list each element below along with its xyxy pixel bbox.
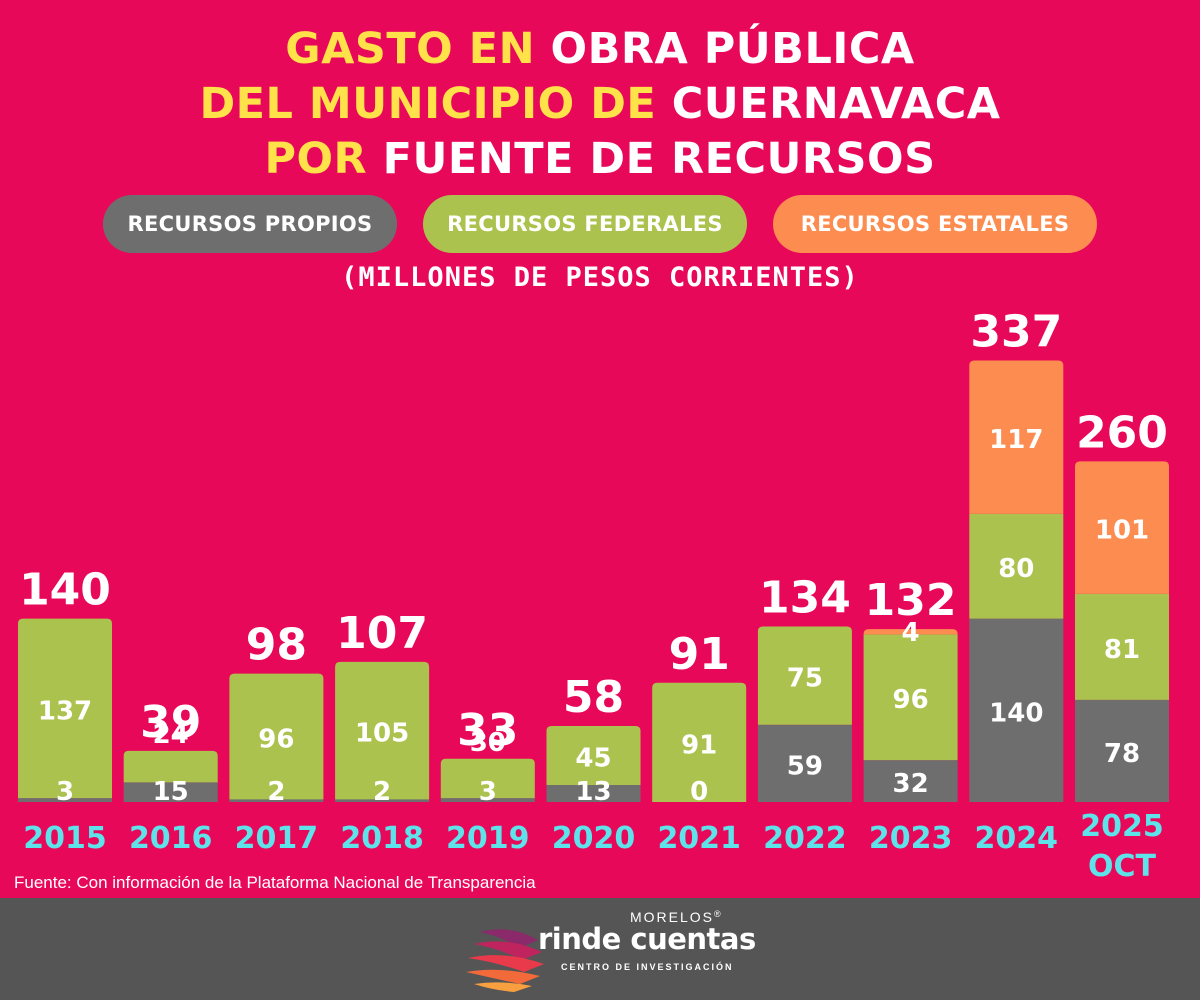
label-estatales-8: 4 <box>902 618 920 648</box>
year-label-2: 2017 <box>235 821 319 856</box>
title-line-3: POR FUENTE DE RECURSOS <box>264 134 936 184</box>
label-estatales-9: 117 <box>989 425 1043 455</box>
label-propios-10: 78 <box>1104 739 1140 769</box>
bar-propios-2019 <box>440 798 535 802</box>
label-federales-2: 96 <box>258 725 294 755</box>
label-propios-9: 140 <box>989 698 1043 728</box>
label-federales-6: 91 <box>681 730 717 760</box>
flower-logo-icon <box>466 929 544 992</box>
bar-federales-2019 <box>440 758 535 799</box>
bar-propios-2025-oct <box>1075 699 1169 802</box>
year-label-5: 2020 <box>552 821 636 856</box>
year-label-6: 2021 <box>657 821 741 856</box>
bar-estatales-2023 <box>863 629 958 635</box>
year-label-10: 2025 <box>1080 809 1164 844</box>
year-label-7: 2022 <box>763 821 847 856</box>
bar-propios-2024 <box>969 618 1064 802</box>
bar-propios-2018 <box>335 799 430 802</box>
total-label-4: 33 <box>457 705 518 756</box>
logo-rinde-cuentas: rinde cuentas <box>538 922 756 956</box>
year-label-9: 2024 <box>975 821 1059 856</box>
year-label-8: 2023 <box>869 821 953 856</box>
bar-estatales-2025-oct <box>1075 461 1169 594</box>
label-propios-2: 2 <box>267 777 285 807</box>
total-label-3: 107 <box>336 608 428 659</box>
total-label-7: 134 <box>759 572 851 623</box>
bar-federales-2020 <box>546 726 641 785</box>
label-federales-1: 24 <box>153 720 189 750</box>
total-label-9: 337 <box>970 307 1062 358</box>
year-label-4: 2019 <box>446 821 530 856</box>
bar-federales-2017 <box>229 673 324 800</box>
year-label-1: 2016 <box>129 821 213 856</box>
total-label-5: 58 <box>563 672 624 723</box>
footer-bar: MORELOS® rinde cuentas CENTRO DE INVESTI… <box>0 898 1200 1000</box>
total-label-1: 39 <box>140 697 201 748</box>
label-federales-3: 105 <box>355 719 409 749</box>
label-propios-7: 59 <box>787 751 823 781</box>
bar-federales-2022 <box>757 626 852 725</box>
bar-propios-2015 <box>18 798 112 802</box>
logo-morelos: MORELOS® <box>630 909 723 925</box>
label-federales-0: 137 <box>38 696 92 726</box>
legend-item-estatales: RECURSOS ESTATALES <box>773 195 1097 253</box>
source-note: Fuente: Con información de la Plataforma… <box>14 873 536 892</box>
bar-federales-2018 <box>335 661 430 800</box>
label-federales-8: 96 <box>893 685 929 715</box>
bar-propios-2022 <box>757 724 852 802</box>
bar-federales-2015 <box>18 618 112 799</box>
label-federales-5: 45 <box>575 743 611 773</box>
bar-propios-2023 <box>863 760 958 802</box>
legend-item-propios: RECURSOS PROPIOS <box>103 195 397 253</box>
chart-legend: RECURSOS PROPIOS RECURSOS FEDERALES RECU… <box>0 195 1200 253</box>
total-label-10: 260 <box>1076 407 1168 458</box>
label-propios-6: 0 <box>690 777 708 807</box>
bar-federales-2025-oct <box>1075 593 1169 700</box>
label-federales-9: 80 <box>998 554 1034 584</box>
year-label-3: 2018 <box>340 821 424 856</box>
bar-federales-2023 <box>863 634 958 761</box>
label-propios-3: 2 <box>373 777 391 807</box>
chart-title: GASTO EN OBRA PÚBLICA DEL MUNICIPIO DE C… <box>0 22 1200 187</box>
legend-item-federales: RECURSOS FEDERALES <box>423 195 747 253</box>
title-line-2: DEL MUNICIPIO DE CUERNAVACA <box>199 79 1001 129</box>
year-label-0: 2015 <box>23 821 107 856</box>
total-label-6: 91 <box>669 629 730 680</box>
label-federales-4: 30 <box>470 728 506 758</box>
total-label-8: 132 <box>865 575 957 626</box>
bar-federales-2016 <box>123 750 218 783</box>
label-propios-1: 15 <box>153 777 189 807</box>
total-label-0: 140 <box>19 565 111 616</box>
bar-propios-2020 <box>546 784 641 802</box>
bar-federales-2021 <box>652 682 747 802</box>
label-estatales-10: 101 <box>1095 516 1149 546</box>
logo-subtitle: CENTRO DE INVESTIGACIÓN <box>561 962 734 972</box>
label-federales-7: 75 <box>787 664 823 694</box>
label-federales-10: 81 <box>1104 635 1140 665</box>
title-line-1: GASTO EN OBRA PÚBLICA <box>285 24 915 74</box>
bar-estatales-2024 <box>969 360 1064 514</box>
total-label-2: 98 <box>246 620 307 671</box>
bar-federales-2024 <box>969 513 1064 619</box>
label-propios-8: 32 <box>893 769 929 799</box>
bar-propios-2016 <box>123 782 218 802</box>
label-propios-4: 3 <box>479 777 497 807</box>
year-sublabel-10: OCT <box>1088 849 1157 884</box>
label-propios-0: 3 <box>56 777 74 807</box>
chart-subtitle: (MILLONES DE PESOS CORRIENTES) <box>341 262 859 293</box>
bar-propios-2017 <box>229 799 324 802</box>
label-propios-5: 13 <box>575 777 611 807</box>
